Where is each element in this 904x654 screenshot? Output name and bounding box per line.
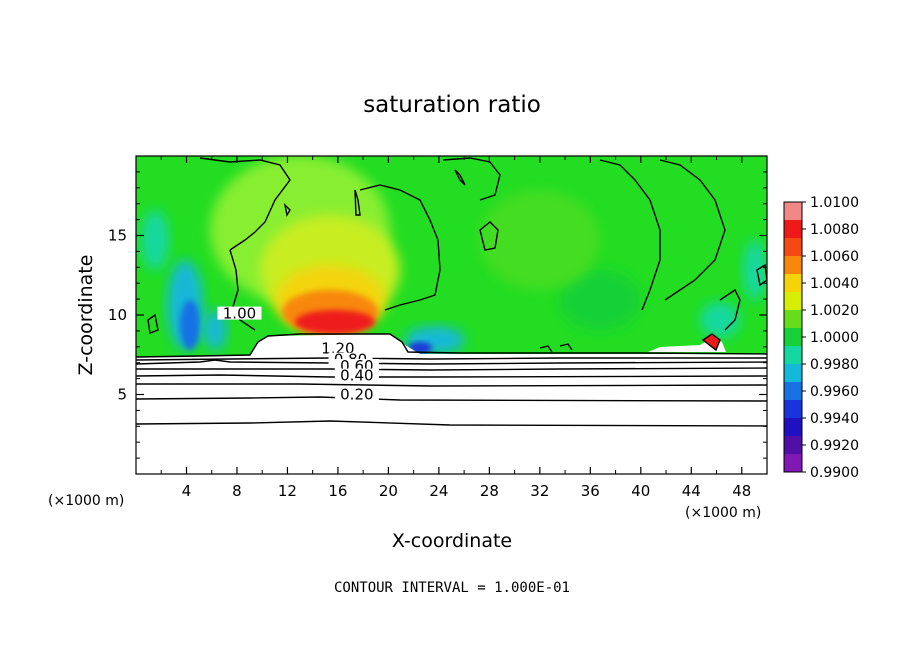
y-tick-label: 5: [117, 386, 127, 404]
field-blob: [700, 302, 740, 338]
x-axis: 4 8 12 16 20 24 28 32 36 40 44 48: [160, 156, 751, 500]
x-tick-label: 28: [480, 482, 499, 500]
colorbar-label: 1.0060: [810, 249, 859, 265]
x-tick-label: 40: [631, 482, 650, 500]
colorbar: 1.0100 1.0080 1.0060 1.0040 1.0020 1.0000 0.99…: [783, 195, 859, 481]
colorbar-label: 0.9960: [810, 384, 859, 400]
colorbar-label: 0.9940: [810, 411, 859, 427]
x-tick-label: 20: [379, 482, 398, 500]
colorbar-swatch: [784, 346, 802, 365]
y-axis-label: Z-coordinate: [75, 255, 97, 376]
contour-label: 1.00: [223, 305, 256, 323]
colorbar-swatch: [784, 256, 802, 275]
x-tick-label: 36: [581, 482, 600, 500]
field-blob: [743, 240, 767, 300]
field-blob: [180, 300, 200, 350]
x-axis-unit-right: (×1000 m): [685, 505, 761, 521]
contour-lines: [136, 157, 767, 427]
colorbar-swatch: [784, 202, 802, 221]
x-axis-unit-left: (×1000 m): [48, 493, 124, 509]
x-tick-label: 8: [232, 482, 242, 500]
contour-labels: 1.200.800.600.400.201.00: [217, 305, 379, 404]
x-tick-label: 16: [328, 482, 347, 500]
colorbar-label: 1.0020: [810, 303, 859, 319]
contour-label: 0.40: [340, 367, 373, 385]
colorbar-swatch: [784, 328, 802, 347]
colorbar-label: 0.9920: [810, 438, 859, 454]
contour-label-bg: [334, 387, 379, 401]
colorbar-label: 1.0040: [810, 276, 859, 292]
x-tick-label: 24: [429, 482, 448, 500]
field-blob: [560, 270, 640, 330]
colorbar-label: 0.9900: [810, 465, 859, 481]
field-blob: [480, 190, 600, 290]
x-tick-label: 48: [732, 482, 751, 500]
colorbar-label: 0.9980: [810, 357, 859, 373]
colorbar-swatch: [784, 274, 802, 293]
colorbar-label: 1.0080: [810, 222, 859, 238]
colorbar-swatch: [784, 238, 802, 257]
chart-title: saturation ratio: [363, 92, 541, 118]
field-blob: [295, 310, 375, 334]
colorbar-label: 1.0000: [810, 330, 859, 346]
x-tick-label: 12: [278, 482, 297, 500]
colorbar-label: 1.0100: [810, 195, 859, 211]
field-blob: [141, 210, 169, 270]
x-axis-label: X-coordinate: [392, 530, 512, 552]
colorbar-swatch: [784, 418, 802, 437]
contour-label: 0.20: [340, 386, 373, 404]
contour-label-bg: [217, 306, 262, 320]
contour-label-bg: [334, 368, 379, 382]
colorbar-swatch: [784, 220, 802, 239]
y-axis: 5 10 15: [108, 171, 767, 459]
x-tick-label: 32: [530, 482, 549, 500]
contour-label-bg: [315, 341, 360, 355]
colorbar-swatch: [784, 310, 802, 329]
field-blob: [203, 310, 227, 350]
y-tick-label: 10: [108, 306, 127, 324]
colorbar-swatch: [784, 382, 802, 401]
y-tick-label: 15: [108, 227, 127, 245]
x-tick-label: 4: [182, 482, 192, 500]
colorbar-swatch: [784, 400, 802, 419]
colorbar-swatch: [784, 454, 802, 473]
x-tick-label: 44: [682, 482, 701, 500]
plot-area: 1.200.800.600.400.201.00: [136, 156, 767, 474]
footer-contour-interval: CONTOUR INTERVAL = 1.000E-01: [334, 580, 570, 596]
colorbar-swatch: [784, 292, 802, 311]
colorbar-swatch: [784, 364, 802, 383]
colorbar-swatch: [784, 436, 802, 455]
